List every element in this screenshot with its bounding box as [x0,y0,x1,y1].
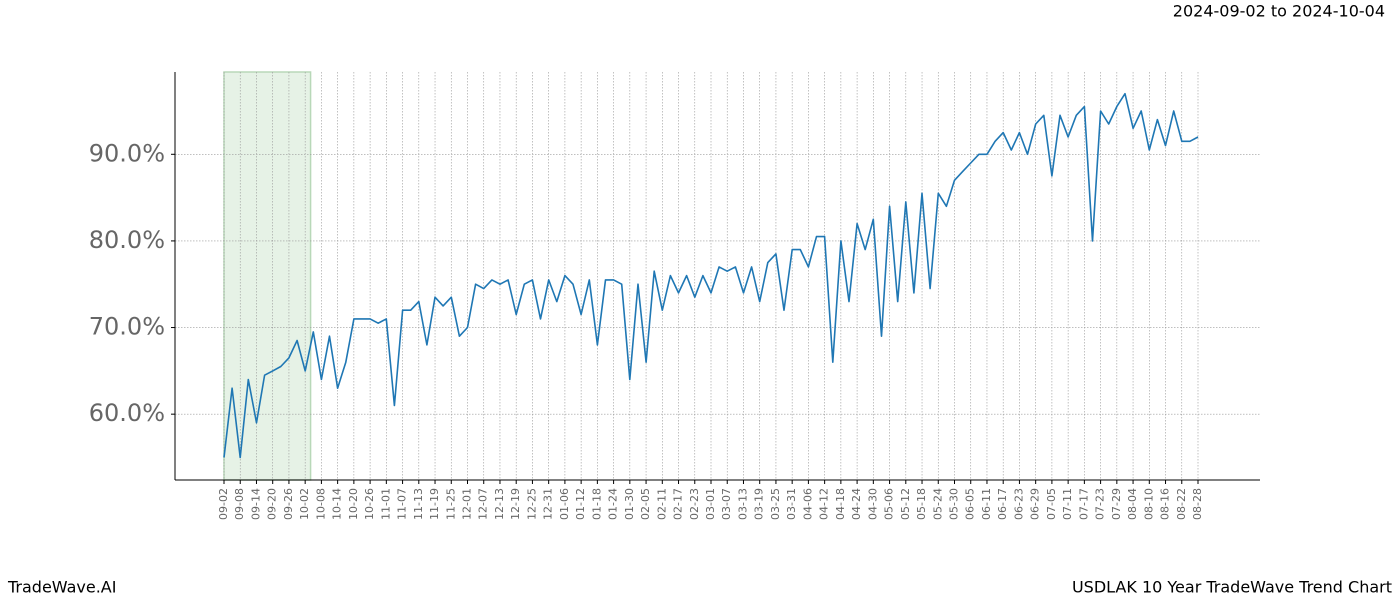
x-tick-label: 04-06 [801,488,814,520]
x-tick-label: 05-12 [899,488,912,520]
x-tick-label: 03-25 [769,488,782,520]
x-tick-label: 03-01 [704,488,717,520]
x-tick-label: 12-01 [461,488,474,520]
footer-left: TradeWave.AI [7,578,116,597]
x-tick-label: 05-24 [931,488,944,520]
y-tick-label: 60.0% [89,399,165,427]
x-tick-label: 02-05 [639,488,652,520]
x-tick-label: 11-25 [444,488,457,520]
x-tick-label: 03-13 [736,488,749,520]
x-tick-label: 06-29 [1029,488,1042,520]
trend-line [223,92,1199,459]
x-tick-label: 07-05 [1045,488,1058,520]
x-tick-label: 07-11 [1061,488,1074,520]
x-tick-label: 08-04 [1126,488,1139,520]
x-tick-label: 01-30 [623,488,636,520]
x-tick-label: 10-20 [347,488,360,520]
x-tick-label: 12-31 [542,488,555,520]
x-tick-label: 03-07 [720,488,733,520]
x-tick-label: 03-31 [785,488,798,520]
x-tick-label: 03-19 [753,488,766,520]
x-tick-label: 04-12 [818,488,831,520]
x-tick-label: 09-02 [217,488,230,520]
x-tick-label: 04-18 [834,488,847,520]
x-tick-label: 04-24 [850,488,863,520]
x-tick-label: 10-02 [298,488,311,520]
x-tick-label: 12-13 [493,488,506,520]
chart-title: 2024-09-02 to 2024-10-04 [1173,2,1385,21]
x-tick-label: 07-17 [1077,488,1090,520]
x-tick-label: 11-07 [396,488,409,520]
y-tick-label: 80.0% [89,226,165,254]
x-tick-label: 02-23 [688,488,701,520]
x-tick-label: 10-14 [331,488,344,520]
highlight-band [223,71,312,481]
x-tick-label: 08-10 [1142,488,1155,520]
x-tick-label: 09-14 [249,488,262,520]
x-tick-label: 02-17 [672,488,685,520]
x-tick-label: 02-11 [655,488,668,520]
x-tick-label: 11-01 [379,488,392,520]
x-tick-label: 08-16 [1159,488,1172,520]
x-tick-label: 06-17 [996,488,1009,520]
x-tick-label: 09-08 [233,488,246,520]
x-tick-label: 01-06 [558,488,571,520]
x-tick-label: 06-23 [1012,488,1025,520]
x-tick-label: 06-05 [964,488,977,520]
x-tick-label: 12-19 [509,488,522,520]
x-tick-label: 06-11 [980,488,993,520]
x-tick-label: 05-30 [948,488,961,520]
x-tick-label: 01-24 [607,488,620,520]
x-tick-label: 12-25 [525,488,538,520]
x-tick-label: 12-07 [477,488,490,520]
footer-right: USDLAK 10 Year TradeWave Trend Chart [1072,578,1392,597]
x-tick-label: 11-13 [412,488,425,520]
y-tick-label: 70.0% [89,313,165,341]
x-tick-label: 01-12 [574,488,587,520]
x-tick-label: 11-19 [428,488,441,520]
x-tick-label: 07-29 [1110,488,1123,520]
x-tick-label: 10-08 [314,488,327,520]
y-tick-label: 90.0% [89,139,165,167]
x-tick-label: 10-26 [363,488,376,520]
x-tick-label: 04-30 [866,488,879,520]
x-tick-label: 08-28 [1191,488,1204,520]
x-tick-label: 07-23 [1094,488,1107,520]
x-tick-label: 05-18 [915,488,928,520]
x-tick-label: 05-06 [883,488,896,520]
x-tick-label: 08-22 [1175,488,1188,520]
x-tick-label: 09-26 [282,488,295,520]
x-tick-label: 09-20 [266,488,279,520]
x-tick-label: 01-18 [590,488,603,520]
